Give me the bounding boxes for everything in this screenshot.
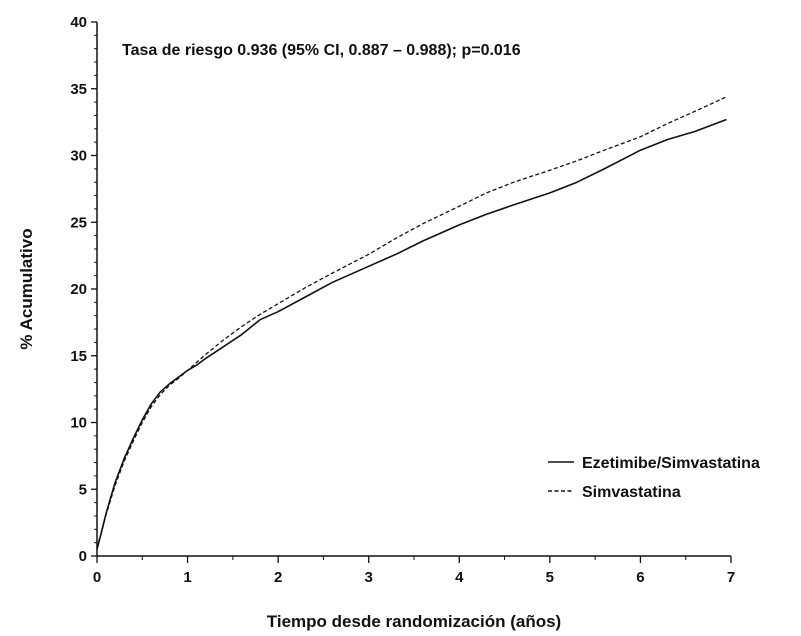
y-axis-title: % Acumulativo	[17, 228, 36, 349]
x-tick-label: 2	[274, 569, 282, 586]
series-line-ezetimibe-simvastatina	[96, 118, 727, 550]
y-tick-label: 40	[70, 14, 87, 31]
x-tick-label: 1	[183, 569, 191, 586]
legend-item-ezetimibe-simvastatina: Ezetimibe/Simvastatina	[548, 455, 760, 472]
y-tick-label: 5	[79, 481, 87, 498]
series-layer	[96, 96, 727, 550]
y-tick-label: 10	[70, 415, 87, 432]
y-tick-label: 30	[70, 148, 87, 165]
x-tick-label: 0	[93, 569, 101, 586]
series-line-simvastatina	[96, 96, 727, 549]
x-tick-label: 3	[365, 569, 373, 586]
legend-label-simvastatina: Simvastatina	[582, 484, 681, 501]
x-axis: 0 1 2 3 4 5 6 7	[93, 555, 735, 586]
y-tick-label: 25	[70, 214, 87, 231]
x-tick-label: 4	[455, 569, 464, 586]
y-tick-label: 0	[79, 548, 87, 565]
x-tick-label: 7	[727, 569, 735, 586]
x-axis-title: Tiempo desde randomización (años)	[267, 612, 561, 631]
x-tick-label: 5	[546, 569, 554, 586]
y-tick-label: 20	[70, 281, 87, 298]
y-tick-label: 15	[70, 348, 87, 365]
hazard-ratio-annotation: Tasa de riesgo 0.936 (95% CI, 0.887 – 0.…	[122, 42, 521, 59]
legend: Ezetimibe/Simvastatina Simvastatina	[548, 455, 760, 501]
legend-item-simvastatina: Simvastatina	[548, 484, 681, 501]
x-ticks: 0 1 2 3 4 5 6 7	[93, 556, 735, 586]
y-tick-label: 35	[70, 81, 87, 98]
y-ticks: 0 5 10 15 20 25 30 35 40	[70, 14, 97, 565]
x-tick-label: 6	[636, 569, 644, 586]
y-axis: 0 5 10 15 20 25 30 35 40	[70, 14, 98, 565]
legend-label-ezetimibe-simvastatina: Ezetimibe/Simvastatina	[582, 455, 760, 472]
